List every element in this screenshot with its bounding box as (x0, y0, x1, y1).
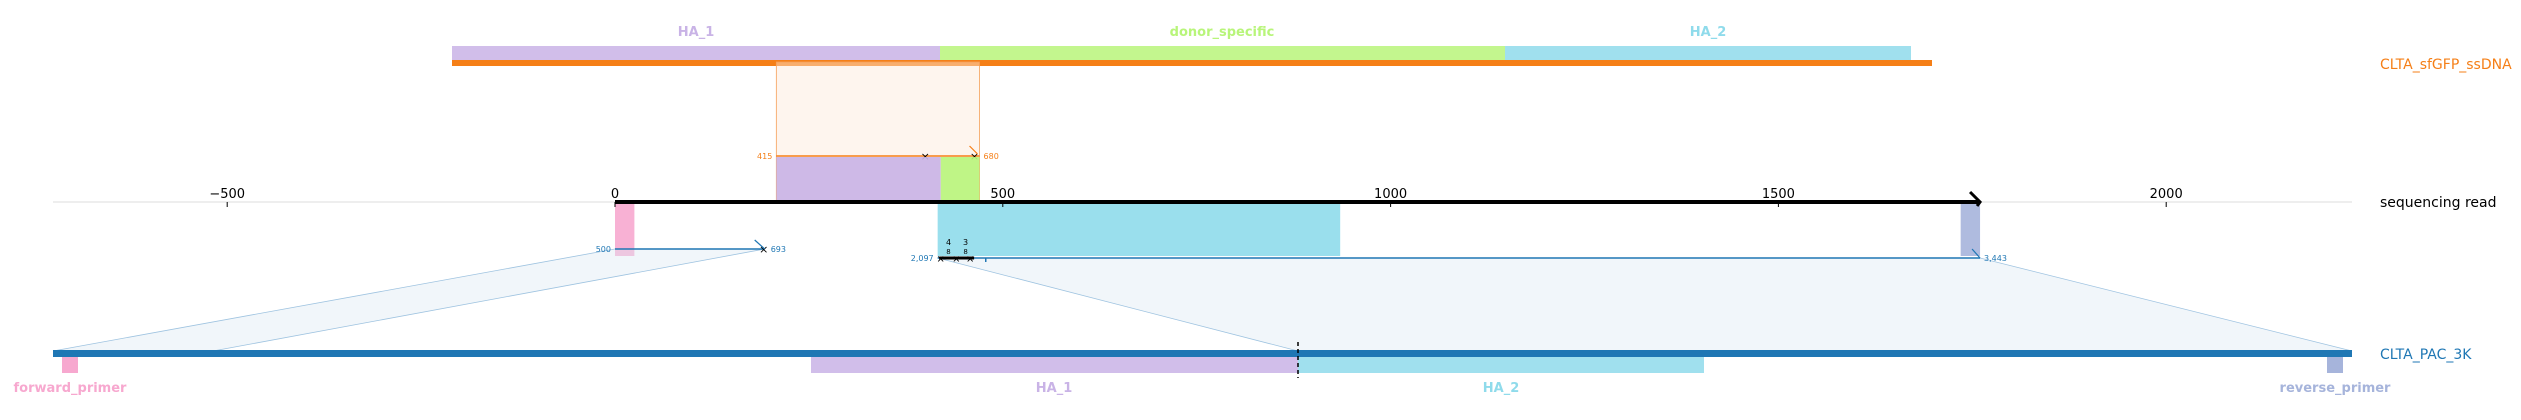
donor-feature-ha2 (1505, 46, 1911, 61)
donor-feature-ha1-label: HA_1 (678, 25, 715, 40)
reference-feature-ha1 (811, 356, 1298, 373)
read-feature-1 (776, 157, 941, 202)
read-feature-3 (937, 204, 1341, 256)
axis-tick-label-3: 1000 (1374, 187, 1407, 202)
axis-tick-label-1: 0 (611, 187, 619, 202)
axis-tick-label-5: 2000 (2150, 187, 2183, 202)
ref-fwd-start-label: 500 (596, 245, 611, 254)
reference-feature-ha2 (1298, 356, 1704, 373)
donor-alignment-end-label: 680 (984, 152, 999, 161)
reference-feature-reverse-primer (2327, 356, 2343, 373)
read-features (615, 157, 1981, 256)
ref-fwd-end-label: 693 (771, 245, 786, 254)
axis-tick-label-2: 500 (990, 187, 1015, 202)
donor-mismatch-cross: × (921, 150, 930, 163)
reference-feature-ha2-label: HA_2 (1483, 381, 1520, 396)
donor-backbone (452, 60, 1932, 66)
ref-rev-trapezoid (937, 257, 2353, 352)
reference-feature-forward-primer-label: forward_primer (14, 381, 128, 396)
indel-count-top-1: 3 (963, 238, 968, 247)
reference-feature-reverse-primer-label: reverse_primer (2280, 381, 2392, 396)
reference-track-name: CLTA_PAC_3K (2380, 347, 2472, 363)
indel-cross-1: × (952, 254, 960, 265)
donor-end-cross: × (970, 150, 979, 163)
indel-count-bottom-0: 8 (946, 248, 950, 256)
donor-feature-donor-specific-label: donor_specific (1170, 25, 1275, 40)
axis-tick-label-4: 1500 (1762, 187, 1795, 202)
indel-count-bottom-1: 8 (963, 248, 967, 256)
read-track: sequencing read (615, 190, 2496, 211)
donor-track-name: CLTA_sfGFP_ssDNA (2380, 57, 2512, 73)
reference-feature-forward-primer (62, 356, 78, 373)
read-feature-0 (615, 204, 635, 256)
read-arrowhead (1968, 190, 1983, 207)
donor-strand-hook (969, 145, 978, 155)
indel-count-top-0: 4 (946, 238, 951, 247)
axis-tick-label-0: −500 (209, 187, 245, 202)
ref-rev-strand-hook (1971, 248, 1981, 259)
ref-fwd-strand-hook (754, 239, 766, 250)
reference-track: forward_primer HA_1 HA_2 reverse_primer … (14, 342, 2472, 396)
donor-feature-ha2-label: HA_2 (1690, 25, 1727, 40)
donor-feature-donor-specific (940, 46, 1505, 61)
indel-cross-2: × (966, 254, 974, 265)
read-feature-4 (1960, 204, 1981, 256)
donor-track: HA_1 donor_specific HA_2 CLTA_sfGFP_ssDN… (452, 25, 2512, 73)
ref-fwd-trapezoid (52, 248, 765, 352)
indel-cross-0: × (937, 254, 945, 265)
ref-rev-start-label: 2,097 (911, 254, 934, 263)
ref-fwd-end-cross: × (759, 243, 768, 256)
read-track-name: sequencing read (2380, 195, 2496, 211)
donor-alignment-start-label: 415 (757, 152, 772, 161)
reference-backbone (53, 350, 2352, 357)
read-feature-2 (940, 157, 980, 202)
ref-rev-end-label: 3,443 (1984, 254, 2007, 263)
donor-feature-ha1 (452, 46, 940, 61)
reference-feature-ha1-label: HA_1 (1036, 381, 1073, 396)
